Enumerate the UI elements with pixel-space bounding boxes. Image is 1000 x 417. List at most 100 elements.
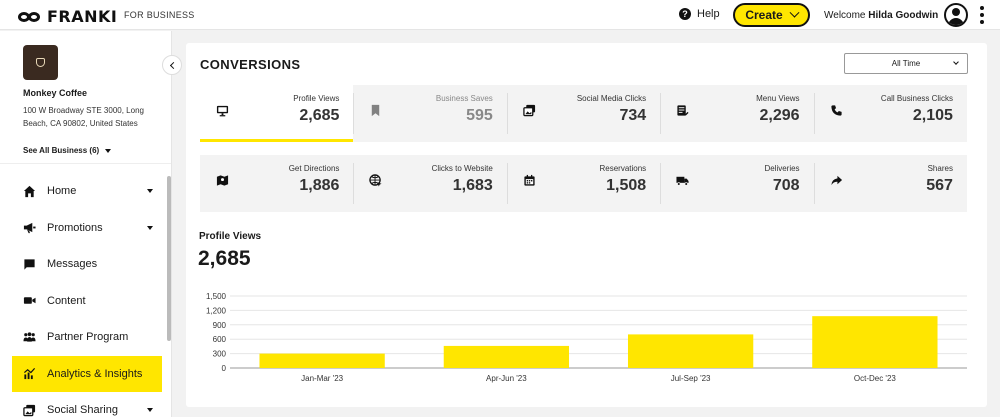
metric-label: Clicks to Website	[431, 164, 493, 173]
metric-reservations[interactable]: Reservations 1,508	[506, 155, 660, 212]
metric-label: Profile Views	[293, 94, 340, 103]
detail-metric-value: 2,685	[198, 247, 251, 270]
franki-logo[interactable]: FRANKI	[18, 7, 117, 26]
bar	[627, 334, 754, 368]
coffee-cup-icon	[36, 58, 45, 67]
metric-label: Shares	[927, 164, 953, 173]
metric-clicks-to-website[interactable]: Clicks to Website 1,683	[353, 155, 506, 212]
time-range-select[interactable]: All Time	[844, 53, 968, 74]
y-tick-label: 1,500	[206, 292, 227, 301]
sidebar-item-content[interactable]: Content	[12, 283, 162, 320]
chat-icon	[24, 259, 35, 270]
sidebar-scrollbar[interactable]	[167, 176, 171, 341]
see-all-business-dropdown[interactable]: See All Business (6)	[23, 146, 112, 155]
chevron-down-icon	[789, 7, 800, 18]
metric-business-saves[interactable]: Business Saves 595	[353, 85, 506, 142]
x-tick-label: Jul-Sep '23	[671, 374, 711, 383]
chevron-down-icon	[953, 59, 959, 65]
user-avatar-button[interactable]	[944, 3, 968, 27]
metric-label: Deliveries	[764, 164, 800, 173]
y-tick-label: 600	[213, 335, 227, 344]
megaphone-icon	[23, 223, 36, 234]
bookmark-icon	[372, 104, 380, 117]
bar	[259, 353, 385, 368]
metric-value: 2,296	[759, 107, 800, 124]
images-icon	[523, 104, 535, 117]
metric-value: 595	[466, 107, 493, 124]
chevron-left-icon	[169, 61, 177, 69]
metric-social-media-clicks[interactable]: Social Media Clicks 734	[506, 85, 660, 142]
metric-menu-views[interactable]: Menu Views 2,296	[660, 85, 813, 142]
conversions-card: CONVERSIONS All Time Profile Views 2,685…	[186, 43, 987, 407]
metric-value: 1,508	[606, 177, 647, 194]
metric-value: 708	[772, 177, 800, 194]
truck-icon	[676, 176, 689, 186]
menu-book-icon	[677, 105, 689, 116]
chart-icon	[24, 368, 36, 380]
user-icon-body	[948, 18, 964, 25]
metric-value: 734	[619, 107, 647, 124]
sidebar-item-label: Partner Program	[47, 331, 129, 344]
sidebar-item-analytics[interactable]: Analytics & Insights	[12, 355, 162, 392]
metric-get-directions[interactable]: Get Directions 1,886	[200, 155, 353, 212]
metric-call-business-clicks[interactable]: Call Business Clicks 2,105	[813, 85, 967, 142]
caret-down-icon	[147, 408, 153, 412]
sidebar: Monkey Coffee 100 W Broadway STE 3000, L…	[0, 31, 172, 417]
sidebar-item-promotions[interactable]: Promotions	[12, 210, 162, 247]
monitor-icon	[216, 105, 229, 117]
collapse-sidebar-button[interactable]	[162, 55, 182, 75]
metric-label: Reservations	[599, 164, 647, 173]
metrics-row-1: Profile Views 2,685 Business Saves 595 S…	[200, 85, 967, 142]
y-tick-label: 0	[222, 364, 227, 373]
metric-label: Call Business Clicks	[880, 94, 953, 103]
bar	[812, 316, 938, 368]
x-tick-label: Oct-Dec '23	[854, 374, 897, 383]
sidebar-item-label: Messages	[47, 258, 98, 271]
logo-mark-icon	[18, 10, 44, 24]
sidebar-item-social-sharing[interactable]: Social Sharing	[12, 392, 162, 417]
business-address: 100 W Broadway STE 3000, Long Beach, CA …	[23, 106, 144, 128]
metric-value: 1,683	[452, 177, 493, 194]
metric-profile-views[interactable]: Profile Views 2,685	[200, 85, 354, 142]
welcome-text: Welcome Hilda Goodwin	[824, 10, 938, 21]
welcome-prefix: Welcome	[824, 10, 866, 21]
sidebar-item-label: Promotions	[47, 221, 103, 234]
sidebar-nav: Home Promotions Messages Content Partner…	[12, 173, 162, 417]
bar-chart-svg: 0 300 600 900 1,200 1,500 Jan-Mar '23 Apr-Jun '…	[206, 292, 967, 383]
calendar-icon	[524, 174, 535, 186]
y-tick-label: 1,200	[206, 306, 227, 315]
video-camera-icon	[23, 297, 36, 304]
detail-metric-label: Profile Views	[199, 231, 262, 242]
create-button[interactable]: Create	[733, 3, 810, 27]
metric-label: Get Directions	[288, 164, 340, 173]
user-name: Hilda Goodwin	[868, 10, 939, 21]
metric-label: Social Media Clicks	[576, 94, 647, 103]
globe-icon	[369, 174, 382, 187]
sidebar-item-label: Social Sharing	[47, 404, 118, 417]
see-all-label: See All Business (6)	[23, 146, 100, 155]
metric-deliveries[interactable]: Deliveries 708	[660, 155, 813, 212]
phone-icon	[830, 105, 842, 116]
people-icon	[23, 332, 36, 342]
map-icon	[216, 175, 229, 186]
more-menu-icon[interactable]	[980, 6, 984, 24]
metric-value: 2,105	[912, 107, 953, 124]
metric-value: 1,886	[299, 177, 340, 194]
for-business-label: FOR BUSINESS	[124, 10, 195, 20]
user-icon-head	[952, 8, 960, 16]
sidebar-item-home[interactable]: Home	[12, 173, 162, 210]
help-label: Help	[697, 8, 720, 20]
create-label: Create	[745, 8, 783, 22]
help-link[interactable]: ? Help	[679, 8, 720, 20]
metric-label: Business Saves	[435, 94, 493, 103]
sidebar-item-messages[interactable]: Messages	[12, 246, 162, 283]
y-tick-label: 300	[213, 350, 227, 359]
sidebar-item-partner-program[interactable]: Partner Program	[12, 319, 162, 356]
metric-shares[interactable]: Shares 567	[813, 155, 967, 212]
metric-value: 2,685	[299, 107, 340, 124]
sidebar-item-label: Home	[47, 185, 77, 198]
logo-text: FRANKI	[47, 7, 118, 26]
sidebar-divider	[0, 163, 171, 164]
metric-value: 567	[926, 177, 953, 194]
sidebar-item-label: Content	[47, 294, 86, 307]
